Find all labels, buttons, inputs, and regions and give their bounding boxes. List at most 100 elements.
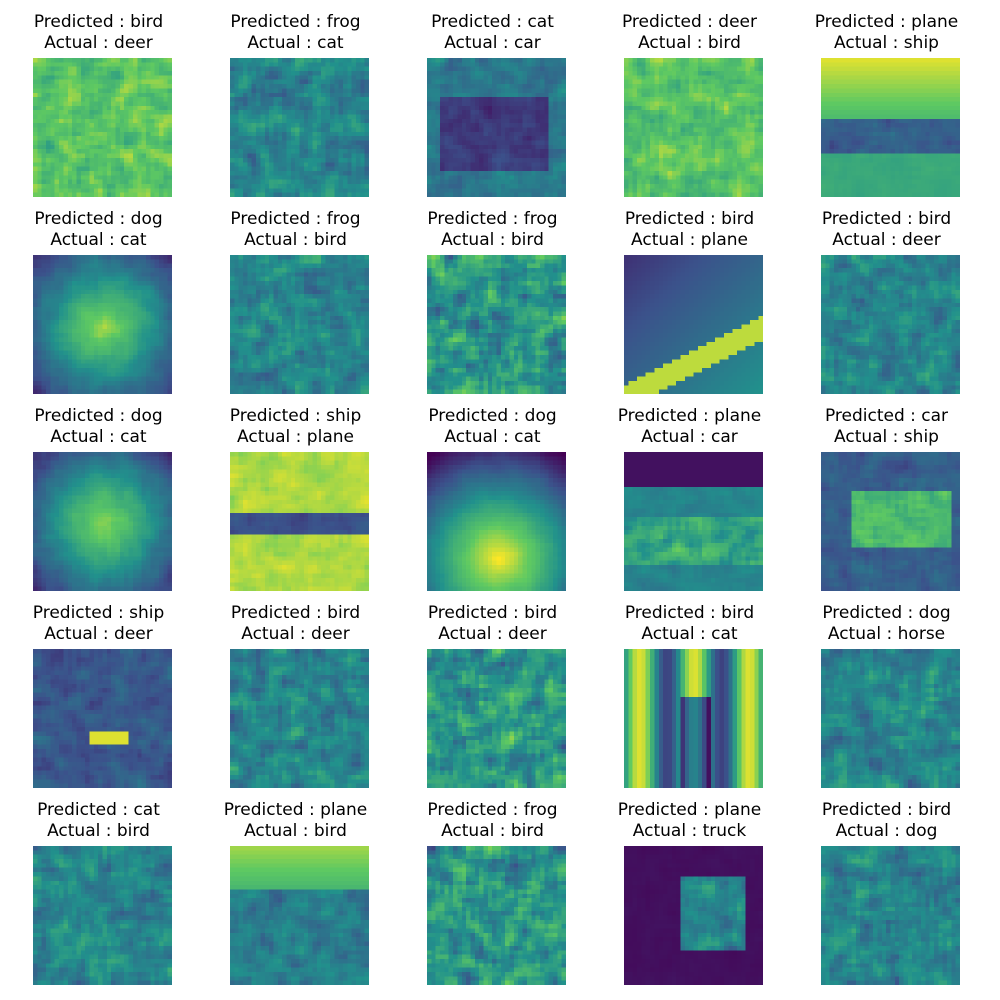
- predicted-label: Predicted : car: [824, 406, 949, 426]
- sample-cell: Predicted : plane Actual : bird: [197, 788, 394, 985]
- sample-caption: Predicted : deer Actual : bird: [591, 12, 788, 54]
- actual-label: Actual : bird: [441, 230, 544, 250]
- predicted-label: Predicted : ship: [32, 603, 165, 623]
- predicted-label: Predicted : deer: [621, 12, 758, 32]
- sample-cell: Predicted : ship Actual : plane: [197, 394, 394, 591]
- predicted-label: Predicted : dog: [822, 603, 951, 623]
- actual-label: Actual : car: [641, 427, 738, 447]
- sample-cell: Predicted : dog Actual : horse: [788, 591, 985, 788]
- sample-cell: Predicted : deer Actual : bird: [591, 0, 788, 197]
- predicted-label: Predicted : bird: [33, 12, 164, 32]
- predicted-label: Predicted : plane: [223, 800, 368, 820]
- sample-image: [821, 452, 960, 591]
- sample-cell: Predicted : car Actual : ship: [788, 394, 985, 591]
- predicted-label: Predicted : bird: [821, 800, 952, 820]
- sample-image: [33, 846, 172, 985]
- actual-label: Actual : deer: [832, 230, 941, 250]
- sample-caption: Predicted : ship Actual : plane: [197, 406, 394, 448]
- actual-label: Actual : deer: [438, 624, 547, 644]
- sample-cell: Predicted : frog Actual : bird: [394, 197, 591, 394]
- sample-cell: Predicted : plane Actual : truck: [591, 788, 788, 985]
- sample-cell: Predicted : plane Actual : car: [591, 394, 788, 591]
- sample-cell: Predicted : bird Actual : dog: [788, 788, 985, 985]
- predicted-label: Predicted : plane: [617, 406, 762, 426]
- sample-cell: Predicted : frog Actual : bird: [394, 788, 591, 985]
- sample-caption: Predicted : bird Actual : deer: [0, 12, 197, 54]
- sample-cell: Predicted : bird Actual : deer: [788, 197, 985, 394]
- sample-image: [33, 255, 172, 394]
- sample-cell: Predicted : frog Actual : bird: [197, 197, 394, 394]
- predicted-label: Predicted : dog: [34, 406, 163, 426]
- predicted-label: Predicted : bird: [230, 603, 361, 623]
- sample-image: [33, 58, 172, 197]
- sample-caption: Predicted : plane Actual : truck: [591, 800, 788, 842]
- sample-image: [427, 452, 566, 591]
- sample-caption: Predicted : dog Actual : cat: [0, 406, 197, 448]
- actual-label: Actual : car: [444, 33, 541, 53]
- sample-caption: Predicted : plane Actual : ship: [788, 12, 985, 54]
- sample-cell: Predicted : dog Actual : cat: [0, 197, 197, 394]
- predicted-label: Predicted : bird: [821, 209, 952, 229]
- sample-cell: Predicted : bird Actual : plane: [591, 197, 788, 394]
- predicted-label: Predicted : frog: [230, 209, 361, 229]
- sample-cell: Predicted : bird Actual : deer: [197, 591, 394, 788]
- predicted-label: Predicted : ship: [229, 406, 362, 426]
- sample-image: [821, 255, 960, 394]
- actual-label: Actual : cat: [641, 624, 738, 644]
- sample-caption: Predicted : frog Actual : cat: [197, 12, 394, 54]
- sample-image: [427, 649, 566, 788]
- actual-label: Actual : horse: [827, 624, 946, 644]
- sample-caption: Predicted : dog Actual : horse: [788, 603, 985, 645]
- predicted-label: Predicted : bird: [624, 209, 755, 229]
- predicted-label: Predicted : plane: [617, 800, 762, 820]
- sample-image: [624, 58, 763, 197]
- predicted-label: Predicted : dog: [428, 406, 557, 426]
- sample-caption: Predicted : cat Actual : car: [394, 12, 591, 54]
- sample-caption: Predicted : bird Actual : dog: [788, 800, 985, 842]
- sample-caption: Predicted : bird Actual : deer: [197, 603, 394, 645]
- predicted-label: Predicted : cat: [37, 800, 160, 820]
- sample-cell: Predicted : bird Actual : deer: [394, 591, 591, 788]
- sample-caption: Predicted : cat Actual : bird: [0, 800, 197, 842]
- sample-image: [230, 452, 369, 591]
- sample-caption: Predicted : dog Actual : cat: [0, 209, 197, 251]
- sample-cell: Predicted : dog Actual : cat: [394, 394, 591, 591]
- sample-caption: Predicted : bird Actual : cat: [591, 603, 788, 645]
- sample-image: [427, 58, 566, 197]
- sample-image: [230, 255, 369, 394]
- sample-image: [624, 452, 763, 591]
- sample-caption: Predicted : plane Actual : bird: [197, 800, 394, 842]
- sample-image: [230, 58, 369, 197]
- sample-image: [821, 58, 960, 197]
- actual-label: Actual : deer: [44, 624, 153, 644]
- actual-label: Actual : cat: [50, 230, 147, 250]
- sample-image: [230, 649, 369, 788]
- actual-label: Actual : plane: [631, 230, 748, 250]
- sample-caption: Predicted : bird Actual : deer: [394, 603, 591, 645]
- actual-label: Actual : cat: [444, 427, 541, 447]
- sample-cell: Predicted : dog Actual : cat: [0, 394, 197, 591]
- predicted-label: Predicted : frog: [427, 800, 558, 820]
- sample-cell: Predicted : bird Actual : deer: [0, 0, 197, 197]
- predicted-label: Predicted : frog: [427, 209, 558, 229]
- sample-image: [821, 846, 960, 985]
- actual-label: Actual : ship: [834, 427, 939, 447]
- predicted-label: Predicted : bird: [624, 603, 755, 623]
- predicted-label: Predicted : bird: [427, 603, 558, 623]
- actual-label: Actual : deer: [44, 33, 153, 53]
- sample-caption: Predicted : plane Actual : car: [591, 406, 788, 448]
- sample-caption: Predicted : frog Actual : bird: [197, 209, 394, 251]
- actual-label: Actual : bird: [441, 821, 544, 841]
- sample-caption: Predicted : ship Actual : deer: [0, 603, 197, 645]
- actual-label: Actual : cat: [247, 33, 344, 53]
- actual-label: Actual : bird: [244, 230, 347, 250]
- sample-cell: Predicted : plane Actual : ship: [788, 0, 985, 197]
- sample-cell: Predicted : frog Actual : cat: [197, 0, 394, 197]
- sample-image: [427, 255, 566, 394]
- sample-image: [624, 255, 763, 394]
- actual-label: Actual : bird: [47, 821, 150, 841]
- sample-caption: Predicted : car Actual : ship: [788, 406, 985, 448]
- sample-image: [427, 846, 566, 985]
- actual-label: Actual : ship: [834, 33, 939, 53]
